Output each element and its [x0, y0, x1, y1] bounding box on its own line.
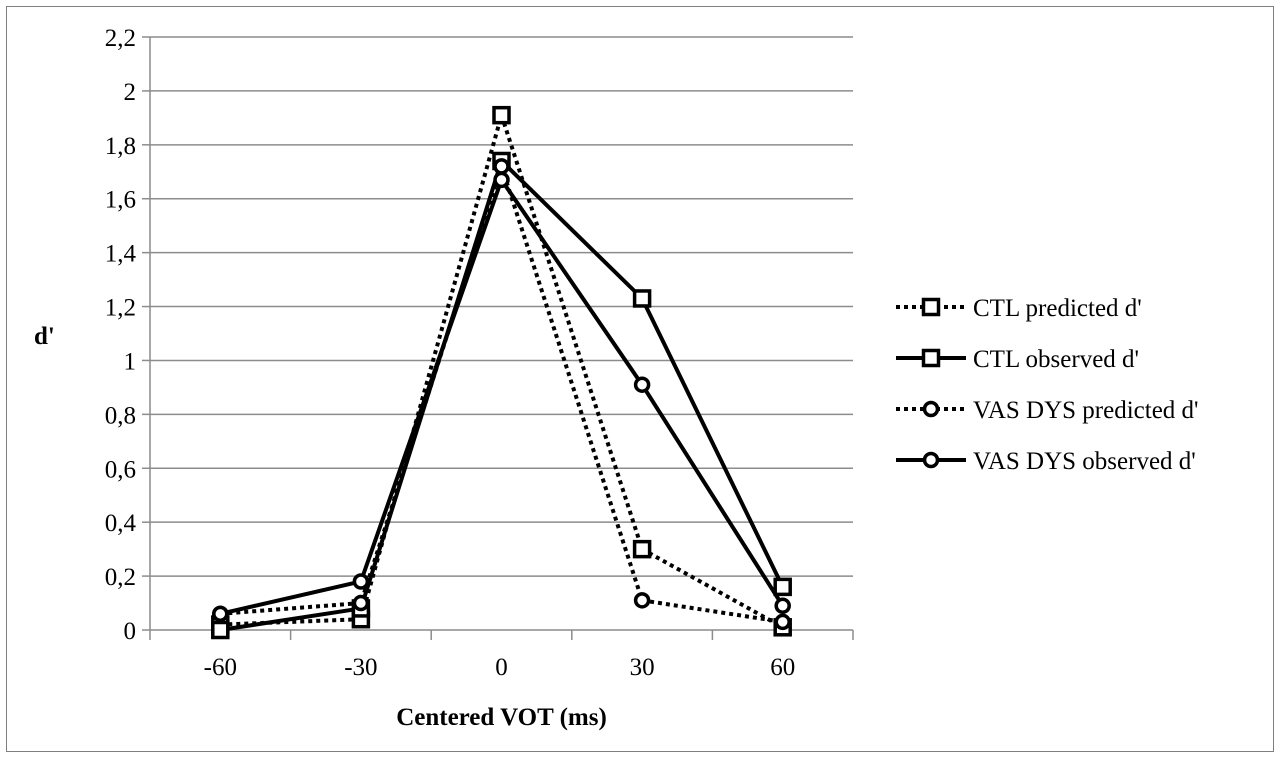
y-tick-label: 1,8 — [105, 133, 136, 160]
data-point — [774, 597, 791, 614]
x-tick-label: 0 — [495, 654, 508, 681]
legend-marker — [922, 400, 940, 418]
legend-marker — [922, 451, 940, 469]
data-point — [633, 376, 651, 393]
data-point — [352, 594, 370, 612]
y-tick-label: 1 — [124, 348, 137, 375]
data-point — [632, 539, 652, 559]
data-point — [493, 158, 510, 175]
x-axis-title: Centered VOT (ms) — [396, 704, 607, 731]
series-4 — [212, 171, 791, 623]
legend-marker — [921, 348, 941, 368]
data-point — [493, 171, 510, 189]
y-tick-label: 0,6 — [105, 456, 136, 483]
legend-marker — [921, 297, 941, 317]
y-tick-label: 1,6 — [105, 187, 136, 214]
x-tick-label: 60 — [770, 654, 795, 681]
series-line — [220, 164, 784, 624]
x-axis: -60 -30 0 30 60 — [149, 629, 854, 681]
y-tick-label: 0,4 — [105, 510, 137, 537]
legend: CTL predicted d' CTL observed d' VAS DYS p… — [896, 295, 1199, 475]
data-point — [492, 105, 511, 125]
gridlines — [142, 36, 853, 631]
x-tick-label: 30 — [630, 654, 655, 681]
legend-label: VAS DYS observed d' — [973, 448, 1196, 475]
legend-item: CTL predicted d' — [896, 295, 1142, 322]
legend-item: VAS DYS predicted d' — [896, 397, 1199, 424]
data-point — [633, 592, 651, 609]
legend-item: VAS DYS observed d' — [896, 448, 1196, 475]
y-tick-label: 0 — [124, 618, 137, 645]
series-line — [219, 158, 785, 632]
data-point — [774, 613, 791, 631]
series-3 — [212, 158, 791, 631]
series-line — [220, 113, 784, 630]
y-axis-title: d' — [34, 323, 55, 350]
series-2 — [211, 151, 792, 640]
y-tick-label: 2 — [124, 79, 137, 106]
data-point — [632, 289, 652, 308]
legend-item: CTL observed d' — [896, 346, 1139, 373]
y-tick-label: 0,8 — [105, 402, 136, 429]
y-tick-label: 2,2 — [105, 25, 136, 52]
series-line — [219, 177, 785, 616]
legend-label: CTL predicted d' — [973, 295, 1142, 322]
data-point — [352, 573, 370, 590]
series-layer — [211, 105, 792, 640]
y-tick-label: 0,2 — [105, 564, 136, 591]
data-point — [212, 605, 229, 623]
y-tick-label: 1,4 — [105, 241, 137, 268]
y-tick-labels: 0 0,2 0,4 0,6 0,8 1 1,2 1,4 1,6 1,8 2 2,2 — [105, 25, 137, 645]
legend-label: VAS DYS predicted d' — [973, 397, 1199, 424]
legend-label: CTL observed d' — [973, 346, 1139, 373]
x-tick-label: -30 — [344, 654, 377, 681]
data-point — [211, 620, 230, 640]
y-tick-label: 1,2 — [105, 295, 136, 322]
x-tick-label: -60 — [204, 654, 237, 681]
data-point — [773, 577, 792, 597]
